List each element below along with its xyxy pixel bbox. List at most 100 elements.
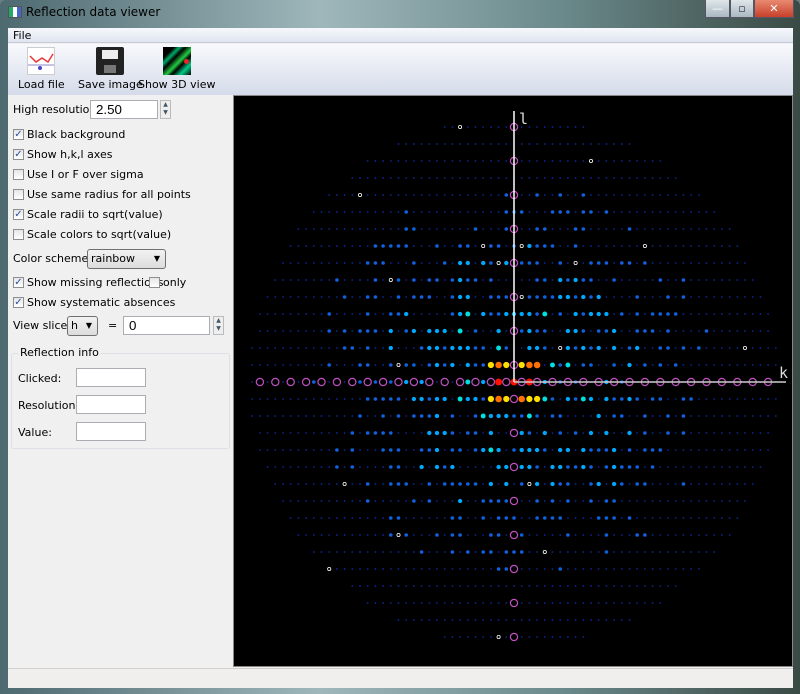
reflection-point[interactable] xyxy=(574,364,577,366)
reflection-point[interactable] xyxy=(420,364,423,366)
reflection-point[interactable] xyxy=(596,448,601,452)
reflection-point[interactable] xyxy=(312,330,315,332)
reflection-point[interactable] xyxy=(413,160,415,162)
reflection-point[interactable] xyxy=(667,483,669,485)
reflection-point[interactable] xyxy=(328,517,331,519)
reflection-point[interactable] xyxy=(482,177,485,179)
reflection-point[interactable] xyxy=(359,245,361,247)
reflection-point[interactable] xyxy=(297,449,300,451)
reflection-point[interactable] xyxy=(573,295,578,299)
reflection-point[interactable] xyxy=(559,602,562,604)
reflection-point[interactable] xyxy=(597,466,600,468)
reflection-point[interactable] xyxy=(474,126,477,128)
reflection-point[interactable] xyxy=(282,449,284,451)
reflection-point[interactable] xyxy=(604,430,609,436)
reflection-point[interactable] xyxy=(620,296,623,298)
reflection-point[interactable] xyxy=(427,363,432,367)
reflection-point[interactable] xyxy=(459,568,461,570)
reflection-point[interactable] xyxy=(404,244,408,248)
reflection-point[interactable] xyxy=(573,397,578,401)
reflection-point[interactable] xyxy=(520,279,523,281)
reflection-point[interactable] xyxy=(690,483,692,485)
reflection-point[interactable] xyxy=(489,244,493,248)
reflection-point[interactable] xyxy=(405,194,408,196)
reflection-point[interactable] xyxy=(466,602,469,604)
reflection-point[interactable] xyxy=(512,448,516,452)
reflection-point[interactable] xyxy=(328,398,331,400)
reflection-point[interactable] xyxy=(713,296,716,298)
reflection-point[interactable] xyxy=(565,447,571,453)
reflection-point[interactable] xyxy=(343,551,346,553)
reflection-point[interactable] xyxy=(505,160,508,162)
reflection-point[interactable] xyxy=(573,244,578,248)
reflection-point[interactable] xyxy=(396,397,401,401)
reflection-point[interactable] xyxy=(297,500,300,502)
reflection-point[interactable] xyxy=(473,329,478,333)
reflection-point[interactable] xyxy=(434,362,440,368)
reflection-point[interactable] xyxy=(336,347,338,349)
reflection-point[interactable] xyxy=(474,585,477,587)
reflection-point[interactable] xyxy=(366,177,369,179)
reflection-point[interactable] xyxy=(474,296,477,298)
reflection-point[interactable] xyxy=(690,211,692,213)
reflection-point[interactable] xyxy=(427,499,432,503)
reflection-point[interactable] xyxy=(697,483,700,485)
reflection-point[interactable] xyxy=(543,278,547,282)
reflection-point[interactable] xyxy=(434,396,440,402)
reflection-point[interactable] xyxy=(457,311,463,317)
reflection-point[interactable] xyxy=(590,619,592,621)
reflection-point[interactable] xyxy=(443,517,446,519)
systematic-absence-mark[interactable] xyxy=(378,377,388,387)
reflection-point[interactable] xyxy=(374,211,377,213)
reflection-point[interactable] xyxy=(713,415,716,417)
reflection-point[interactable] xyxy=(659,568,662,570)
reflection-point[interactable] xyxy=(667,228,669,230)
high-resolution-spinner[interactable]: ▲ ▼ xyxy=(160,100,171,119)
reflection-point[interactable] xyxy=(497,432,500,434)
reflection-point[interactable] xyxy=(651,432,654,434)
reflection-point[interactable] xyxy=(266,398,269,400)
reflection-point[interactable] xyxy=(505,143,508,145)
reflection-point[interactable] xyxy=(728,347,731,349)
reflection-point[interactable] xyxy=(667,449,669,451)
reflection-point[interactable] xyxy=(389,177,392,179)
reflection-point[interactable] xyxy=(489,261,493,265)
reflection-point[interactable] xyxy=(543,227,547,231)
reflection-point[interactable] xyxy=(542,396,548,402)
reflection-point[interactable] xyxy=(328,381,331,383)
reflection-point[interactable] xyxy=(434,447,440,453)
reflection-point[interactable] xyxy=(620,160,623,162)
reflection-point[interactable] xyxy=(536,211,538,213)
reflection-point[interactable] xyxy=(574,160,577,162)
reflection-point[interactable] xyxy=(559,534,562,536)
reflection-point[interactable] xyxy=(374,551,377,553)
reflection-point[interactable] xyxy=(713,245,716,247)
reflection-point[interactable] xyxy=(505,534,508,536)
reflection-point[interactable] xyxy=(404,533,408,537)
reflection-point[interactable] xyxy=(644,194,646,196)
reflection-point[interactable] xyxy=(604,516,609,520)
reflection-point[interactable] xyxy=(436,517,438,519)
checkbox-box[interactable]: ✓ xyxy=(13,297,24,308)
reflection-point[interactable] xyxy=(759,432,762,434)
reflection-point[interactable] xyxy=(528,126,531,128)
reflection-point[interactable] xyxy=(636,568,639,570)
reflection-point[interactable] xyxy=(328,534,331,536)
slice-value-input[interactable] xyxy=(123,316,210,335)
reflection-point[interactable] xyxy=(442,261,447,265)
reflection-point[interactable] xyxy=(574,194,577,196)
reflection-point[interactable] xyxy=(436,602,438,604)
reflection-point[interactable] xyxy=(382,228,384,230)
reflection-point[interactable] xyxy=(405,143,408,145)
reflection-point[interactable] xyxy=(658,346,663,350)
reflection-point[interactable] xyxy=(581,329,586,333)
reflection-point[interactable] xyxy=(374,466,377,468)
reflection-point[interactable] xyxy=(420,279,423,281)
reflection-point[interactable] xyxy=(705,364,708,366)
reflection-point[interactable] xyxy=(359,296,361,298)
reflection-point[interactable] xyxy=(490,160,492,162)
reflection-point[interactable] xyxy=(697,449,700,451)
reflection-point[interactable] xyxy=(681,346,686,350)
reflection-point[interactable] xyxy=(427,414,432,418)
reflection-point[interactable] xyxy=(450,278,455,282)
